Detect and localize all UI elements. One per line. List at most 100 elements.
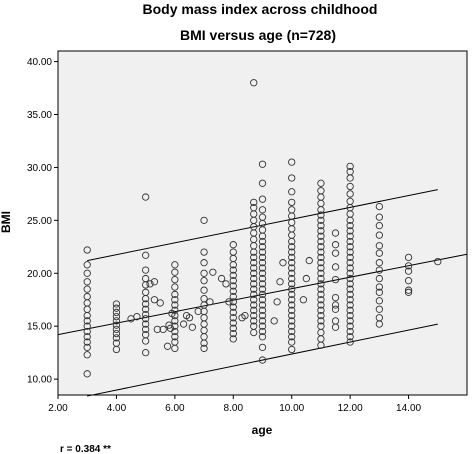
data-point bbox=[112, 300, 121, 308]
data-point bbox=[288, 296, 296, 304]
data-point bbox=[217, 274, 226, 283]
data-point bbox=[331, 317, 340, 325]
data-point bbox=[288, 345, 296, 354]
data-point bbox=[250, 306, 258, 314]
data-point bbox=[299, 296, 308, 304]
data-point bbox=[185, 314, 194, 322]
data-point bbox=[179, 320, 188, 328]
data-point bbox=[229, 287, 237, 295]
data-point bbox=[288, 327, 296, 336]
data-point bbox=[171, 327, 179, 336]
data-point bbox=[317, 221, 325, 230]
data-point bbox=[258, 311, 267, 320]
data-point bbox=[250, 274, 258, 283]
data-point bbox=[141, 320, 150, 328]
data-point bbox=[288, 248, 296, 256]
data-point bbox=[346, 322, 354, 330]
data-point bbox=[317, 253, 325, 262]
data-point bbox=[258, 290, 267, 299]
data-point bbox=[288, 253, 296, 262]
data-point bbox=[112, 313, 121, 321]
x-tick-label: 12.00 bbox=[338, 403, 363, 414]
data-point bbox=[258, 356, 267, 364]
data-point bbox=[317, 290, 325, 299]
data-point bbox=[258, 160, 267, 168]
data-point bbox=[188, 323, 197, 331]
data-point bbox=[317, 237, 325, 246]
data-point bbox=[375, 221, 384, 230]
data-point bbox=[229, 329, 237, 338]
data-point bbox=[279, 259, 287, 267]
data-point bbox=[112, 308, 121, 317]
data-point bbox=[258, 269, 267, 277]
data-point bbox=[375, 288, 384, 296]
data-point bbox=[346, 227, 354, 235]
data-point bbox=[146, 280, 154, 288]
data-point bbox=[229, 271, 237, 280]
data-point bbox=[404, 288, 413, 296]
data-point bbox=[346, 274, 354, 283]
data-point bbox=[225, 298, 233, 306]
data-point bbox=[375, 305, 384, 313]
chart-title: Body mass index across childhood bbox=[143, 1, 378, 17]
data-point bbox=[317, 322, 325, 330]
data-point bbox=[156, 299, 164, 307]
data-point bbox=[150, 278, 159, 286]
data-point bbox=[288, 158, 296, 166]
data-point bbox=[346, 197, 354, 205]
data-point bbox=[346, 264, 354, 272]
data-point bbox=[288, 306, 296, 314]
x-tick-label: 14.00 bbox=[396, 403, 421, 414]
data-point bbox=[346, 182, 354, 191]
data-point bbox=[141, 325, 150, 334]
data-point bbox=[288, 333, 296, 341]
data-point bbox=[250, 79, 258, 87]
y-tick-label: 30.00 bbox=[27, 163, 52, 174]
data-point bbox=[258, 206, 267, 214]
data-point bbox=[171, 317, 179, 325]
data-point bbox=[250, 296, 258, 304]
data-point bbox=[258, 243, 267, 251]
data-point bbox=[317, 264, 325, 272]
data-point bbox=[200, 344, 208, 353]
data-point bbox=[83, 338, 91, 346]
data-point bbox=[346, 248, 354, 256]
data-point bbox=[331, 275, 340, 284]
data-point bbox=[258, 264, 267, 272]
data-point bbox=[331, 301, 340, 309]
data-point bbox=[317, 306, 325, 314]
data-point bbox=[258, 179, 267, 187]
data-point bbox=[171, 296, 179, 304]
data-point bbox=[141, 193, 150, 201]
data-point bbox=[317, 296, 325, 304]
data-point bbox=[258, 317, 267, 325]
chart-subtitle: BMI versus age (n=728) bbox=[180, 27, 336, 43]
data-point bbox=[241, 311, 249, 320]
data-point bbox=[83, 343, 91, 352]
data-point bbox=[317, 248, 325, 256]
data-point bbox=[288, 198, 296, 207]
data-point bbox=[141, 310, 150, 319]
data-point bbox=[133, 313, 141, 321]
y-tick-label: 35.00 bbox=[27, 110, 52, 121]
data-point bbox=[206, 298, 214, 306]
data-point bbox=[346, 190, 354, 198]
data-point bbox=[346, 243, 354, 251]
data-point bbox=[222, 280, 230, 288]
data-point bbox=[229, 241, 237, 249]
data-point bbox=[258, 248, 267, 256]
data-point bbox=[434, 257, 442, 266]
data-point bbox=[112, 304, 121, 312]
data-point bbox=[83, 351, 91, 359]
data-point bbox=[229, 319, 237, 327]
data-point bbox=[375, 202, 384, 211]
data-point bbox=[258, 306, 267, 314]
fit-lines bbox=[57, 189, 468, 397]
data-point bbox=[346, 280, 354, 288]
data-point bbox=[375, 242, 384, 250]
y-axis: 10.00 15.00 20.00 25.00 30.00 35.00 40.00 bbox=[27, 57, 58, 386]
data-point bbox=[250, 259, 258, 267]
data-point bbox=[317, 317, 325, 325]
data-point bbox=[150, 296, 159, 304]
data-point bbox=[375, 314, 384, 322]
